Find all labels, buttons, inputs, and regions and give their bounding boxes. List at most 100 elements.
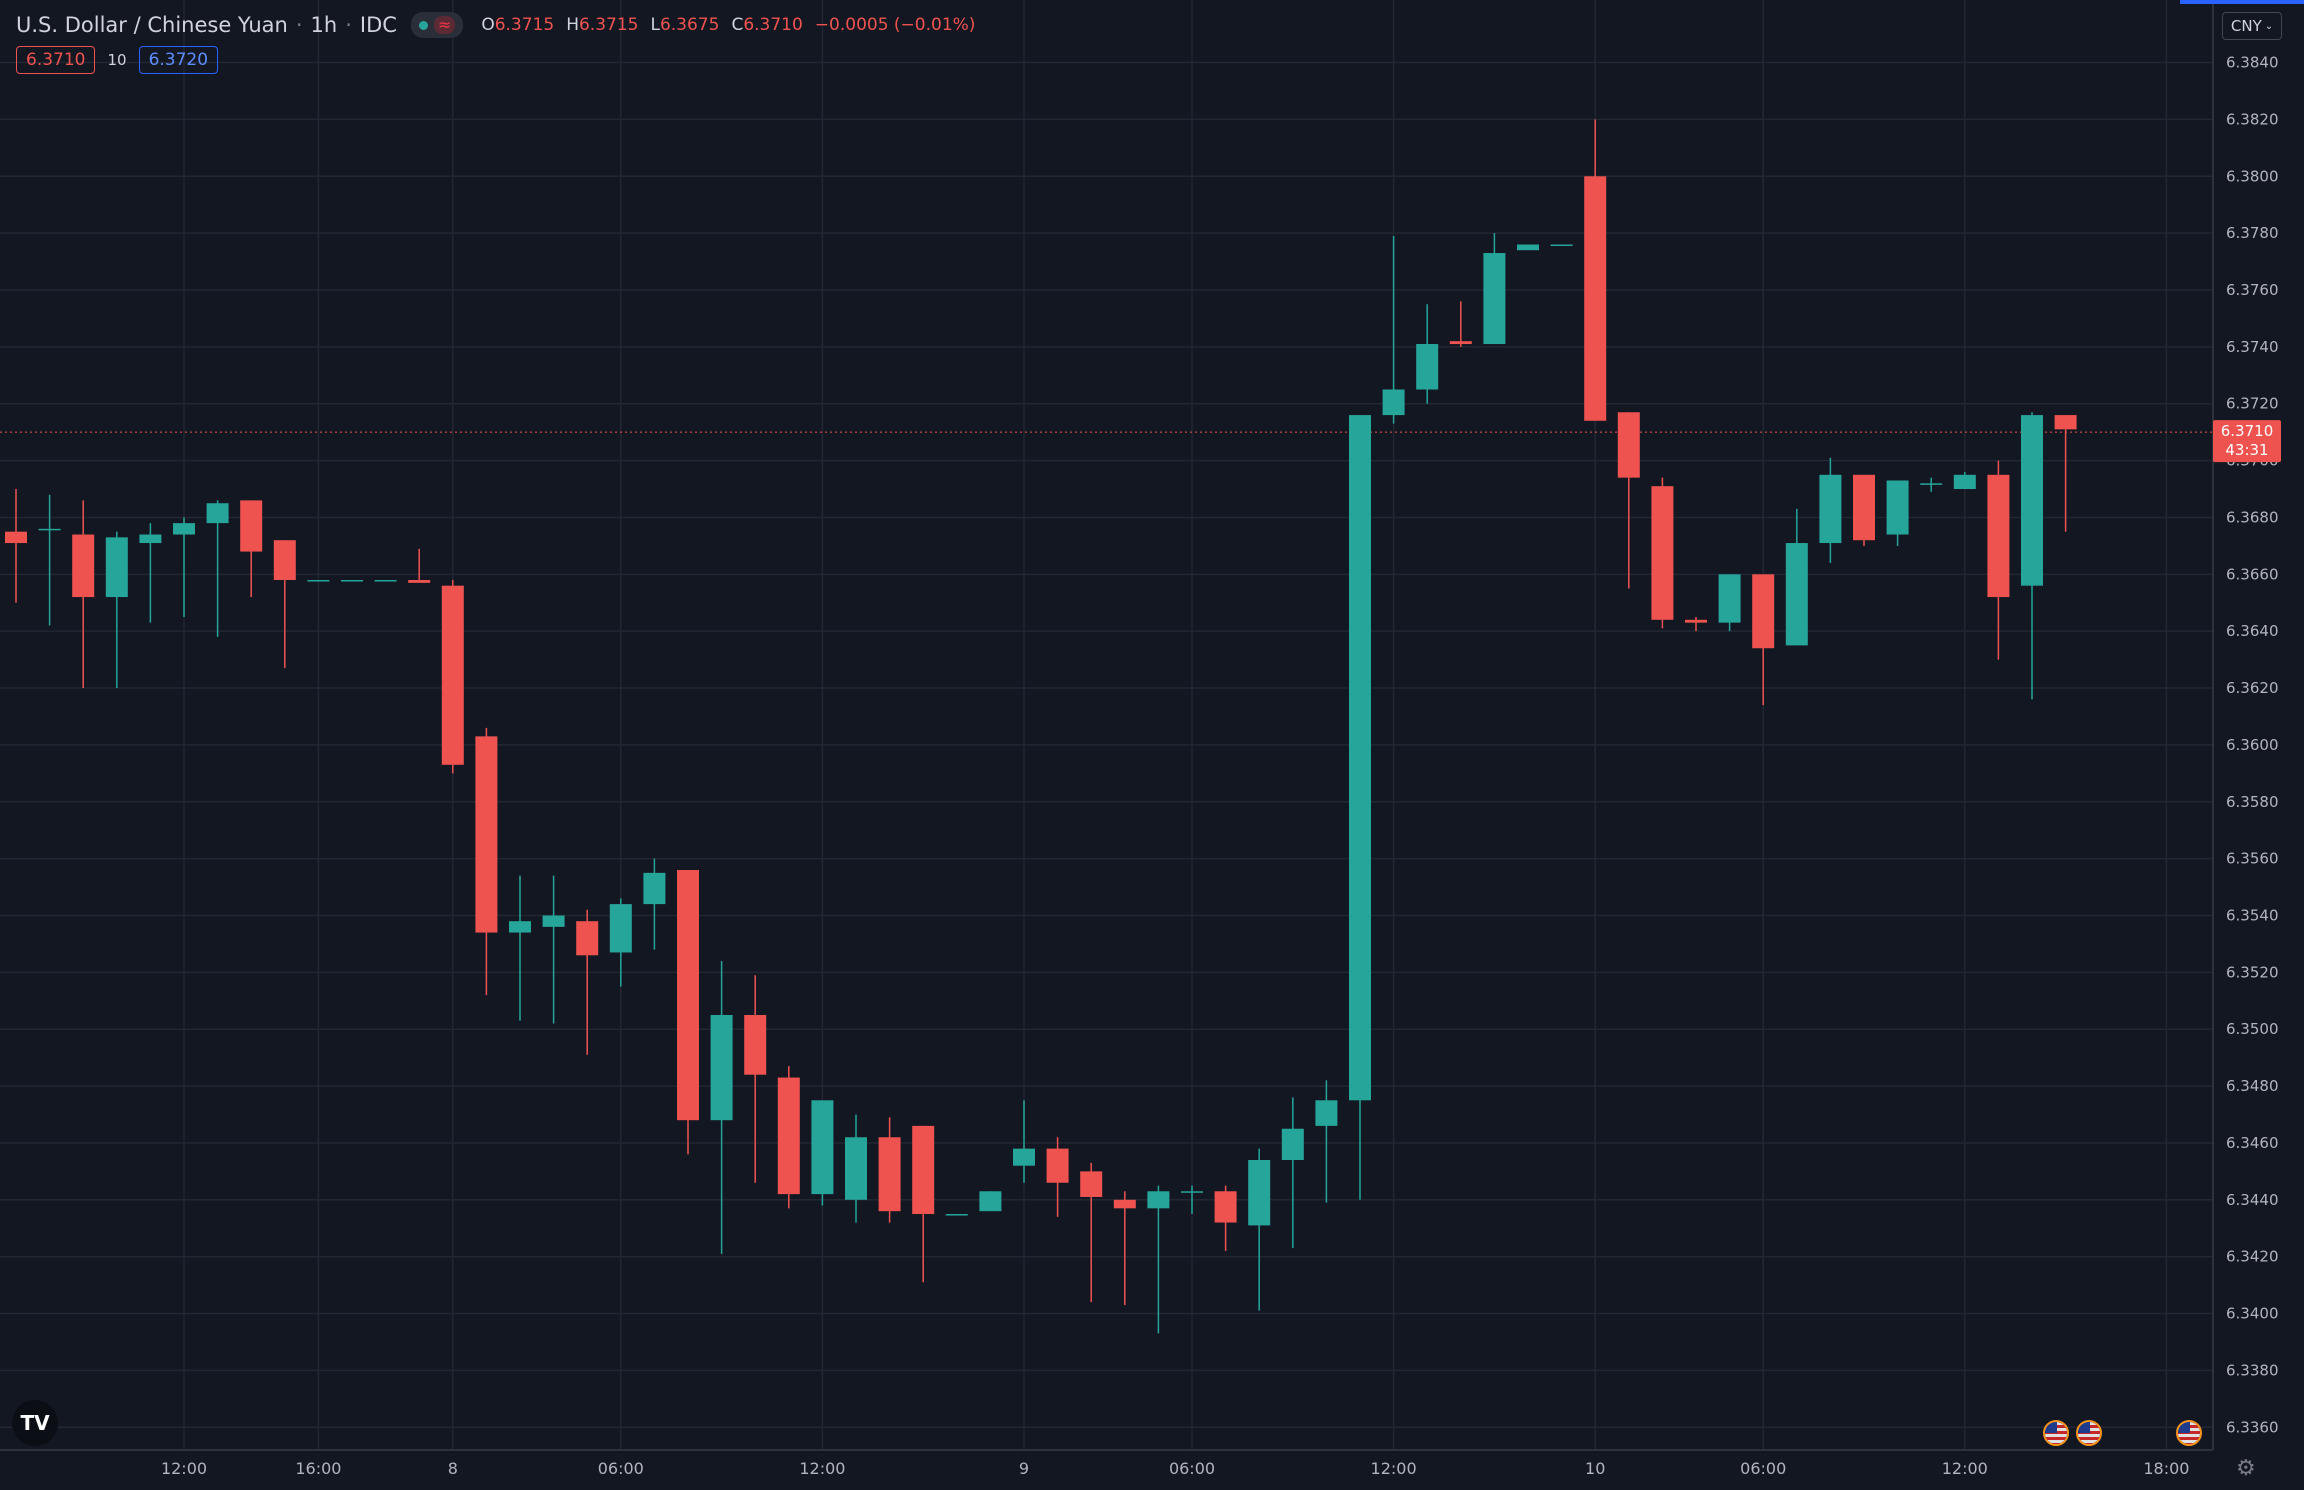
candle-body [240,500,263,552]
candle[interactable] [475,727,498,996]
high-value: 6.3715 [578,15,639,35]
candle[interactable] [979,1191,1002,1212]
candle[interactable] [710,960,733,1254]
candle[interactable] [240,500,263,598]
candle[interactable] [341,580,363,582]
chevron-down-icon: ⌄ [2264,20,2274,32]
bid-button[interactable]: 6.3710 [16,46,96,74]
candle[interactable] [206,500,229,637]
candle[interactable] [576,909,599,1055]
candle[interactable] [1517,244,1539,251]
candle[interactable] [1987,460,2010,660]
price-tick-label: 6.3720 [2226,395,2279,413]
candle-body [878,1137,901,1212]
candle[interactable] [1046,1137,1069,1217]
candle[interactable] [1281,1097,1304,1249]
candle[interactable] [408,548,431,583]
candle-body [1382,389,1405,416]
candle[interactable] [1147,1185,1170,1334]
candle[interactable] [777,1066,800,1209]
chart-legend: U.S. Dollar / Chinese Yuan · 1h · IDC ≈ … [16,12,975,38]
candle[interactable] [1886,480,1909,546]
candle[interactable] [542,875,565,1024]
candle[interactable] [1685,616,1707,632]
candle[interactable] [1550,244,1573,247]
candle[interactable] [1785,508,1808,646]
candle[interactable] [105,531,128,689]
candle[interactable] [643,858,666,950]
interval-label[interactable]: 1h [310,13,338,37]
candle[interactable] [1718,574,1741,632]
candle[interactable] [1013,1100,1035,1183]
candle[interactable] [1113,1191,1136,1305]
candle[interactable] [744,975,767,1183]
candle-body [408,580,431,583]
candle-body [1853,474,1875,541]
us-flag-event-icon[interactable] [2076,1420,2102,1446]
price-tick-label: 6.3500 [2226,1020,2279,1038]
time-tick-label: 16:00 [295,1459,341,1478]
currency-selector[interactable]: CNY ⌄ [2222,12,2282,40]
candle[interactable] [1248,1148,1271,1311]
candle[interactable] [1953,471,1976,490]
symbol-title[interactable]: U.S. Dollar / Chinese Yuan [16,13,288,37]
candle[interactable] [1752,574,1775,706]
candle[interactable] [1819,457,1842,563]
candle[interactable] [2021,412,2043,700]
candle[interactable] [1416,304,1439,404]
candle-body [1416,344,1439,390]
price-tick-label: 6.3400 [2226,1305,2279,1323]
candle-body [677,870,699,1121]
candle[interactable] [2054,415,2077,532]
candle[interactable] [273,540,296,669]
time-tick-label: 12:00 [1371,1459,1417,1478]
tradingview-logo-icon[interactable]: TV [12,1400,58,1446]
us-flag-event-icon[interactable] [2043,1420,2069,1446]
market-status-pill[interactable]: ≈ [410,12,464,38]
candle[interactable] [1449,301,1472,347]
candle-body [374,580,397,582]
candle-body [1550,244,1573,247]
candle[interactable] [845,1114,867,1223]
candle[interactable] [5,489,27,603]
candle[interactable] [677,870,699,1155]
candle[interactable] [1214,1185,1237,1251]
market-open-dot-icon [418,20,428,30]
candle[interactable] [878,1117,901,1223]
time-tick-label: 06:00 [1740,1459,1786,1478]
candle[interactable] [441,580,464,774]
us-flag-event-icon[interactable] [2176,1420,2202,1446]
ohlc-values: O6.3715 H6.3715 L6.3675 C6.3710 −0.0005 … [481,15,976,35]
candle[interactable] [945,1214,968,1216]
open-value: 6.3715 [494,15,555,35]
candle[interactable] [173,517,195,617]
candle-body [139,534,162,544]
price-tick-label: 6.3520 [2226,963,2279,981]
candle[interactable] [1483,233,1506,345]
time-tick-label: 8 [448,1459,458,1478]
ask-button[interactable]: 6.3720 [138,46,219,74]
candle[interactable] [811,1100,834,1206]
candle[interactable] [1349,415,1371,1200]
candle[interactable] [1853,474,1875,546]
candle[interactable] [307,580,330,582]
candle[interactable] [139,523,162,623]
candle[interactable] [1181,1185,1203,1215]
candle[interactable] [1651,477,1674,629]
top-accent-bar [2180,0,2304,4]
candle[interactable] [1080,1162,1103,1303]
candle[interactable] [1920,477,1943,492]
candle[interactable] [38,494,61,626]
candle[interactable] [374,580,397,582]
candle[interactable] [1584,119,1607,421]
candle[interactable] [72,500,95,689]
candle[interactable] [1382,235,1405,424]
candle[interactable] [509,875,531,1021]
candle[interactable] [609,898,632,987]
candle-body [1752,574,1775,649]
gear-icon[interactable]: ⚙ [2236,1456,2256,1481]
candle[interactable] [1617,412,1640,589]
candle[interactable] [1315,1080,1338,1203]
candle[interactable] [912,1125,935,1283]
